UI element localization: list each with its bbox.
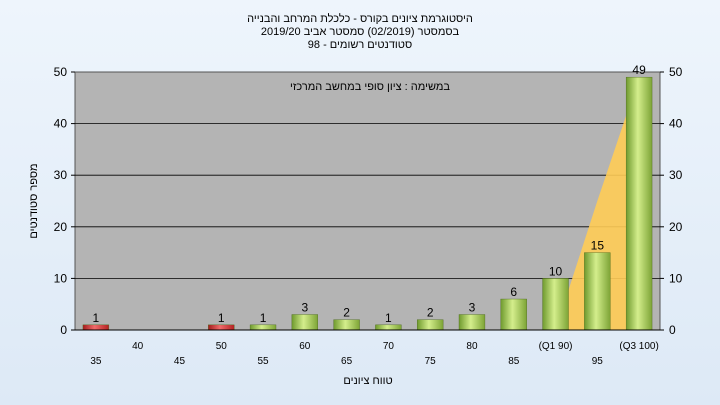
chart-title-line-2: בסמסטר (02/2019) סמסטר אביב 2019/20 (261, 26, 460, 38)
bar-value-label: 2 (427, 306, 434, 320)
bar-value-label: 1 (218, 311, 225, 325)
bars (82, 76, 653, 331)
y-tick-label: 0 (60, 323, 67, 337)
x-tick-label: (Q3 100) (619, 341, 658, 352)
x-tick-label: 35 (90, 356, 102, 367)
y-axis-left-ticks: 0 10 20 30 40 50 (54, 65, 75, 337)
bar (208, 324, 235, 331)
bar (542, 278, 569, 331)
y-tick-label-right: 10 (669, 271, 683, 285)
x-tick-label: 45 (174, 356, 186, 367)
bar (625, 76, 653, 331)
bar (458, 314, 486, 331)
bar-value-label: 3 (301, 301, 308, 315)
bar (333, 319, 360, 331)
y-tick-label: 50 (54, 65, 68, 79)
x-tick-label: 75 (425, 356, 437, 367)
bar-value-label: 10 (549, 264, 563, 278)
value-labels: 1 1 1 3 2 1 2 3 6 10 15 49 (93, 63, 647, 325)
x-axis-label: טווח ציונים (343, 375, 392, 387)
bar (584, 252, 611, 331)
bar (291, 314, 318, 331)
x-tick-label: 70 (383, 341, 395, 352)
bar (500, 298, 527, 331)
x-tick-label: (Q1 90) (539, 341, 573, 352)
bar-value-label: 1 (93, 311, 100, 325)
chart-title-line-3: סטודנטים רשומים - 98 (308, 39, 412, 51)
bar-value-label: 1 (385, 311, 392, 325)
y-axis-right-ticks: 0 10 20 30 40 50 (660, 65, 683, 337)
area-series (555, 77, 640, 330)
x-tick-label: 65 (341, 356, 353, 367)
x-tick-label: 50 (216, 341, 228, 352)
bar-value-label: 3 (469, 301, 476, 315)
chart-annotation: במשימה : ציון סופי במחשב המרכזי (290, 81, 450, 93)
y-tick-label-right: 50 (669, 65, 683, 79)
bar (417, 319, 444, 331)
bar-value-label: 1 (260, 311, 267, 325)
bar (375, 324, 402, 331)
x-tick-label: 95 (592, 356, 604, 367)
y-tick-label-right: 30 (669, 168, 683, 182)
bar (82, 324, 110, 331)
bar-value-label: 49 (632, 63, 646, 77)
x-axis-ticks: 35 40 45 50 55 60 65 70 75 80 85 (Q1 90) 95 (Q3 100) (75, 329, 660, 367)
x-tick-label: 60 (299, 341, 311, 352)
bar-value-label: 2 (343, 306, 350, 320)
x-tick-label: 85 (508, 356, 520, 367)
x-tick-label: 40 (132, 341, 144, 352)
y-tick-label-right: 0 (669, 323, 676, 337)
x-tick-label: 55 (257, 356, 269, 367)
chart-title-line-1: היסטוגרמת ציונים בקורס - כלכלת המרחב והב… (247, 12, 473, 25)
y-tick-label-right: 40 (669, 117, 683, 131)
y-tick-label-right: 20 (669, 220, 683, 234)
y-axis-label: מספר סטודנטים (28, 163, 40, 238)
bar-value-label: 15 (591, 239, 605, 253)
bar-value-label: 6 (510, 285, 517, 299)
y-tick-label: 30 (54, 168, 68, 182)
y-tick-label: 10 (54, 271, 68, 285)
y-tick-label: 40 (54, 117, 68, 131)
y-tick-label: 20 (54, 220, 68, 234)
x-tick-label: 80 (466, 341, 478, 352)
bar (249, 324, 277, 331)
